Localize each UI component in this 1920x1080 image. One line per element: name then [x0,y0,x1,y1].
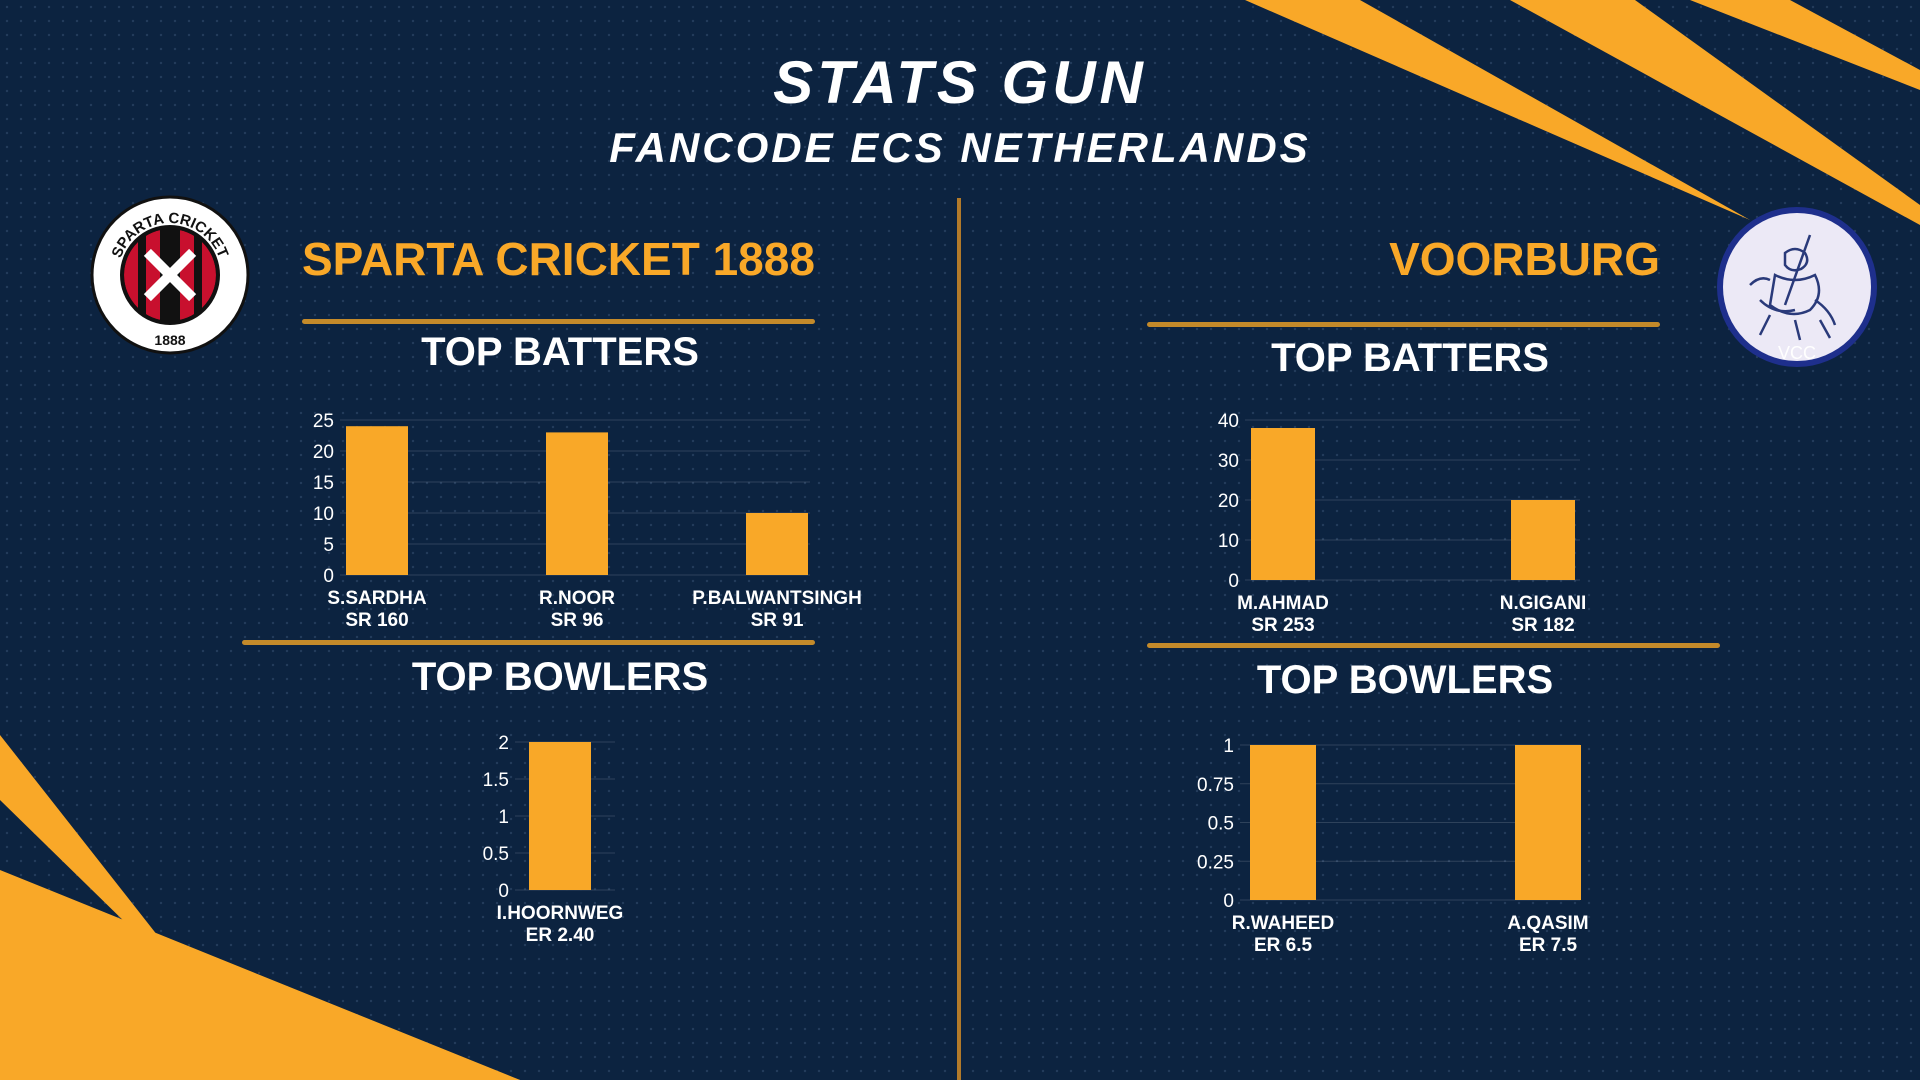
category-label: R.NOOR [539,588,615,609]
y-tick-label: 0.5 [483,844,509,865]
stat-label: SR 182 [1511,615,1574,636]
stat-label: ER 2.40 [526,925,595,946]
rule-right-top [1147,322,1660,327]
y-tick-label: 10 [1218,531,1239,552]
y-tick-label: 1 [1223,736,1234,757]
team-name-left: SPARTA CRICKET 1888 [302,233,815,285]
y-tick-label: 0 [1223,891,1234,912]
category-label: N.GIGANI [1500,593,1587,614]
y-tick-label: 2 [498,733,509,754]
category-label: R.WAHEED [1232,913,1334,934]
rule-left-middle [242,640,815,645]
bar [1515,745,1581,900]
bar [1251,428,1315,580]
stat-label: SR 96 [551,610,604,631]
streak-top-2 [1300,0,1360,20]
streak-bottom-2 [0,870,520,1080]
stat-label: SR 160 [345,610,408,631]
sparta-logo: SPARTA CRICKET 1888 [90,195,250,355]
y-tick-label: 0.5 [1208,814,1234,835]
team-name-right: VOORBURG [1389,233,1660,285]
y-tick-label: 20 [313,442,334,463]
y-tick-label: 40 [1218,411,1239,432]
logo-text-vcc: VCC [1778,343,1816,363]
stat-label: ER 6.5 [1254,935,1313,956]
category-label: A.QASIM [1507,913,1588,934]
bar [746,513,808,575]
streak-bottom-3 [330,1010,520,1080]
logo-text-bottom: 1888 [154,332,185,348]
stat-label: ER 7.5 [1519,935,1578,956]
heading-right-bowlers: TOP BOWLERS [1256,658,1554,702]
stat-label: SR 91 [751,610,804,631]
y-tick-label: 1.5 [483,770,509,791]
streak-top-4 [1690,0,1920,90]
y-tick-label: 20 [1218,491,1239,512]
y-tick-label: 5 [323,535,334,556]
bar [346,426,408,575]
center-divider [957,198,961,1080]
bar [1511,500,1575,580]
page-title: STATS GUN [773,49,1147,116]
page-subtitle: FANCODE ECS NETHERLANDS [609,124,1311,171]
bar [1250,745,1316,900]
voorburg-logo: VCC [1717,207,1877,367]
y-tick-label: 25 [313,411,334,432]
y-tick-label: 0.75 [1197,775,1234,796]
streak-top-3 [1510,0,1920,225]
category-label: S.SARDHA [327,588,427,609]
heading-left-bowlers: TOP BOWLERS [411,655,709,699]
rule-right-middle [1147,643,1720,648]
heading-right-batters: TOP BATTERS [1271,336,1549,380]
y-tick-label: 0 [1228,571,1239,592]
category-label: I.HOORNWEG [497,903,624,924]
batsman-figure-icon [1749,234,1837,341]
y-tick-label: 0.25 [1197,852,1234,873]
category-label: P.BALWANTSINGH [692,588,862,609]
bar [546,432,608,575]
heading-left-batters: TOP BATTERS [421,330,699,374]
y-tick-label: 30 [1218,451,1239,472]
rule-left-top [302,319,815,324]
stat-label: SR 253 [1251,615,1314,636]
streak-top-1 [1245,0,1750,220]
y-tick-label: 0 [323,566,334,587]
category-label: M.AHMAD [1237,593,1329,614]
y-tick-label: 10 [313,504,334,525]
bar [529,742,591,890]
y-tick-label: 0 [498,881,509,902]
y-tick-label: 15 [313,473,334,494]
y-tick-label: 1 [498,807,509,828]
